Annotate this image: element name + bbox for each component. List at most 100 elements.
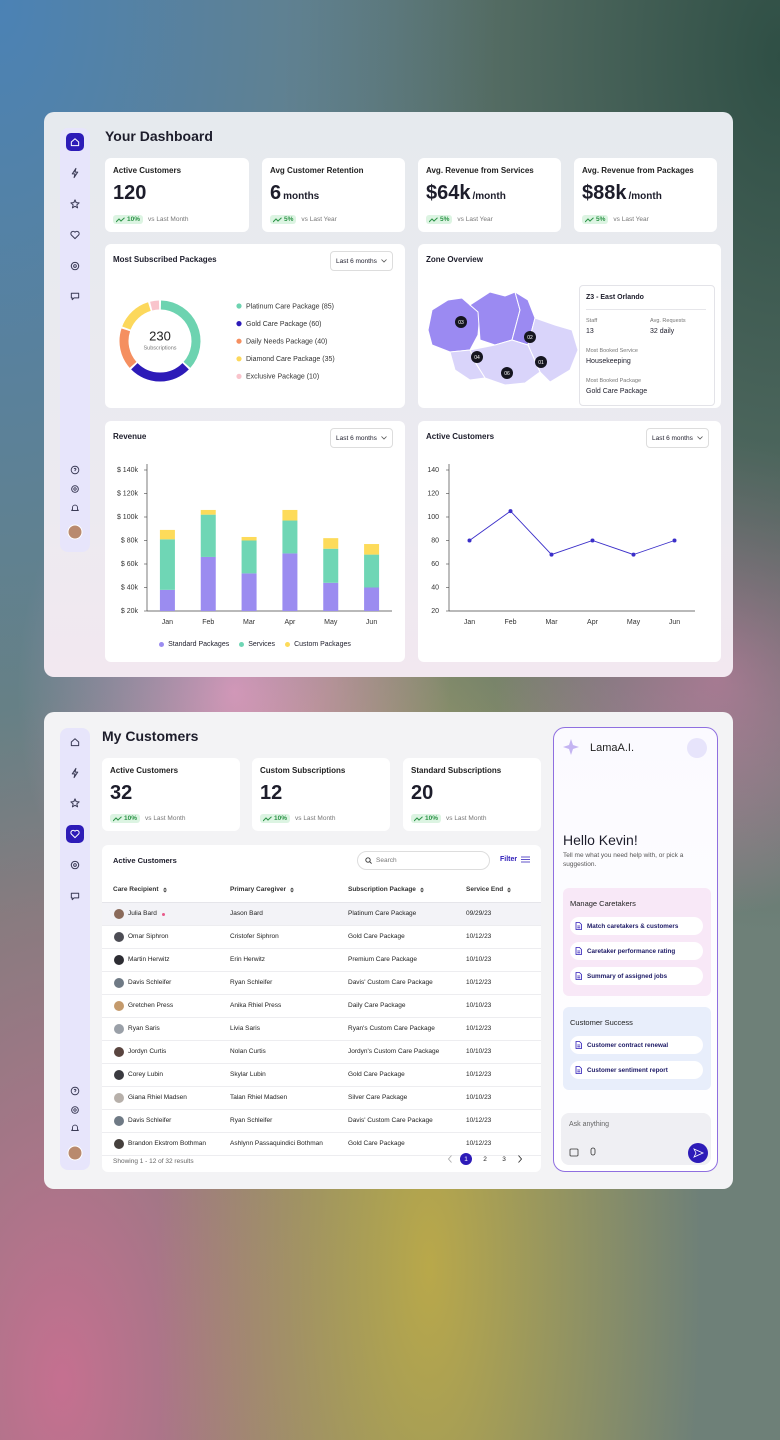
- table-title: Active Customers: [113, 856, 177, 865]
- prev-page[interactable]: [447, 1155, 453, 1163]
- change-badge: 5%: [270, 215, 297, 224]
- chevron-path: [381, 436, 387, 440]
- period-filter[interactable]: Last 6 months: [330, 428, 393, 448]
- filter-label: Filter: [500, 856, 518, 863]
- page-button[interactable]: 2: [483, 1155, 487, 1163]
- next-arrow: [518, 1155, 523, 1163]
- chip-icon-path: [575, 947, 582, 955]
- change-badge: 10%: [260, 814, 291, 823]
- change-badge: 10%: [411, 814, 442, 823]
- trend-path: [116, 216, 125, 222]
- sort-icon: [290, 887, 295, 892]
- row-divider: [102, 994, 541, 995]
- assistant-prompt: Tell me what you need help with, or pick…: [563, 852, 684, 868]
- suggestion-text: Summary of assigned jobs: [587, 972, 668, 980]
- chip-icon: [575, 1066, 582, 1074]
- period-filter[interactable]: Last 6 months: [646, 428, 709, 448]
- column-header-text: Subscription Package: [348, 886, 416, 893]
- table-card: [102, 845, 541, 1172]
- column-header[interactable]: Service End: [466, 886, 512, 893]
- status-dot: [162, 912, 165, 916]
- sort-icon: [507, 887, 512, 892]
- table-cell: Silver Care Package: [348, 1093, 408, 1101]
- chat-input[interactable]: [561, 1113, 711, 1165]
- chip-icon-path: [575, 1066, 582, 1074]
- change-compare: vs Last Year: [457, 216, 493, 223]
- search-placeholder: Search: [376, 857, 397, 864]
- kpi-label: Active Customers: [110, 766, 179, 775]
- table-cell: Livia Saris: [230, 1024, 260, 1032]
- search-box[interactable]: Search: [357, 851, 490, 870]
- page-button[interactable]: 3: [502, 1155, 506, 1163]
- info-label: Avg. Requests: [650, 318, 686, 324]
- suggestion-chip[interactable]: Match caretakers & customers: [570, 917, 703, 935]
- table-cell: Davis' Custom Care Package: [348, 978, 433, 986]
- filter-icon-lines: [521, 856, 531, 863]
- column-header[interactable]: Primary Caregiver: [230, 886, 295, 893]
- trend-icon: [414, 815, 423, 821]
- table-cell: Cristofer Siphron: [230, 932, 279, 940]
- active-customers-card: [418, 421, 721, 662]
- assistant-brand: LamaA.I.: [590, 742, 635, 754]
- info-label: Most Booked Package: [586, 378, 642, 384]
- chip-icon: [575, 1041, 582, 1049]
- table-cell: Jordyn's Custom Care Package: [348, 1047, 440, 1055]
- suggestion-text: Caretaker performance rating: [587, 947, 676, 955]
- row-divider: [102, 1132, 541, 1133]
- table-cell: Nolan Curtis: [230, 1047, 266, 1055]
- card-title: Active Customers: [426, 432, 495, 441]
- row-divider: [102, 1040, 541, 1041]
- search-icon: [365, 857, 372, 864]
- divider: [586, 309, 706, 310]
- suggestion-chip[interactable]: Customer contract renewal: [570, 1036, 703, 1054]
- kpi-value: $88k: [582, 182, 627, 204]
- column-header-text: Care Recipient: [113, 886, 159, 893]
- kpi-value: 12: [260, 782, 283, 804]
- trend-icon: [263, 815, 272, 821]
- table-cell: Platinum Care Package: [348, 909, 417, 917]
- table-cell: 10/12/23: [466, 1070, 492, 1078]
- chevron: [381, 259, 387, 263]
- suggestion-chip[interactable]: Customer sentiment report: [570, 1061, 703, 1079]
- change-compare: vs Last Month: [446, 815, 487, 822]
- change-compare: vs Last Year: [613, 216, 649, 223]
- row-avatar: [114, 1001, 124, 1011]
- kpi-value-row: 120: [113, 182, 146, 205]
- row-avatar: [114, 1024, 124, 1034]
- row-divider: [102, 1063, 541, 1064]
- kpi-label: Active Customers: [113, 166, 182, 175]
- pagination: 1 2 3: [447, 1153, 523, 1165]
- column-header[interactable]: Subscription Package: [348, 886, 424, 893]
- info-value: Gold Care Package: [586, 388, 648, 395]
- trend-path: [429, 216, 438, 222]
- panel-toggle[interactable]: [687, 738, 707, 758]
- trend-icon: [116, 216, 125, 222]
- column-header[interactable]: Care Recipient: [113, 886, 167, 893]
- kpi-value: $64k: [426, 182, 471, 204]
- chip-icon: [575, 947, 582, 955]
- row-divider: [102, 971, 541, 972]
- change-badge: 10%: [113, 215, 144, 224]
- filter-button[interactable]: Filter: [500, 856, 531, 863]
- table-cell: 10/12/23: [466, 1116, 492, 1124]
- suggestion-chip[interactable]: Summary of assigned jobs: [570, 967, 703, 985]
- table-cell: Anika Rhiel Press: [230, 1001, 282, 1009]
- chip-icon-path: [575, 922, 582, 930]
- change-compare: vs Last Month: [295, 815, 336, 822]
- suggestion-chip[interactable]: Caretaker performance rating: [570, 942, 703, 960]
- card-title: Zone Overview: [426, 255, 483, 264]
- row-divider: [102, 1155, 541, 1156]
- kpi-value-row: $64k/month: [426, 182, 506, 205]
- next-page[interactable]: [517, 1155, 523, 1163]
- row-highlight: [102, 903, 541, 925]
- kpi-change-row: 5% vs Last Year: [270, 215, 337, 224]
- page-button[interactable]: 1: [460, 1153, 472, 1165]
- change-compare: vs Last Month: [148, 216, 189, 223]
- kpi-value: 20: [411, 782, 434, 804]
- chip-icon-path: [575, 1041, 582, 1049]
- legend-swatch: [239, 642, 245, 647]
- trend-path: [263, 815, 272, 821]
- period-filter[interactable]: Last 6 months: [330, 251, 393, 271]
- table-cell: Daily Care Package: [348, 1001, 406, 1009]
